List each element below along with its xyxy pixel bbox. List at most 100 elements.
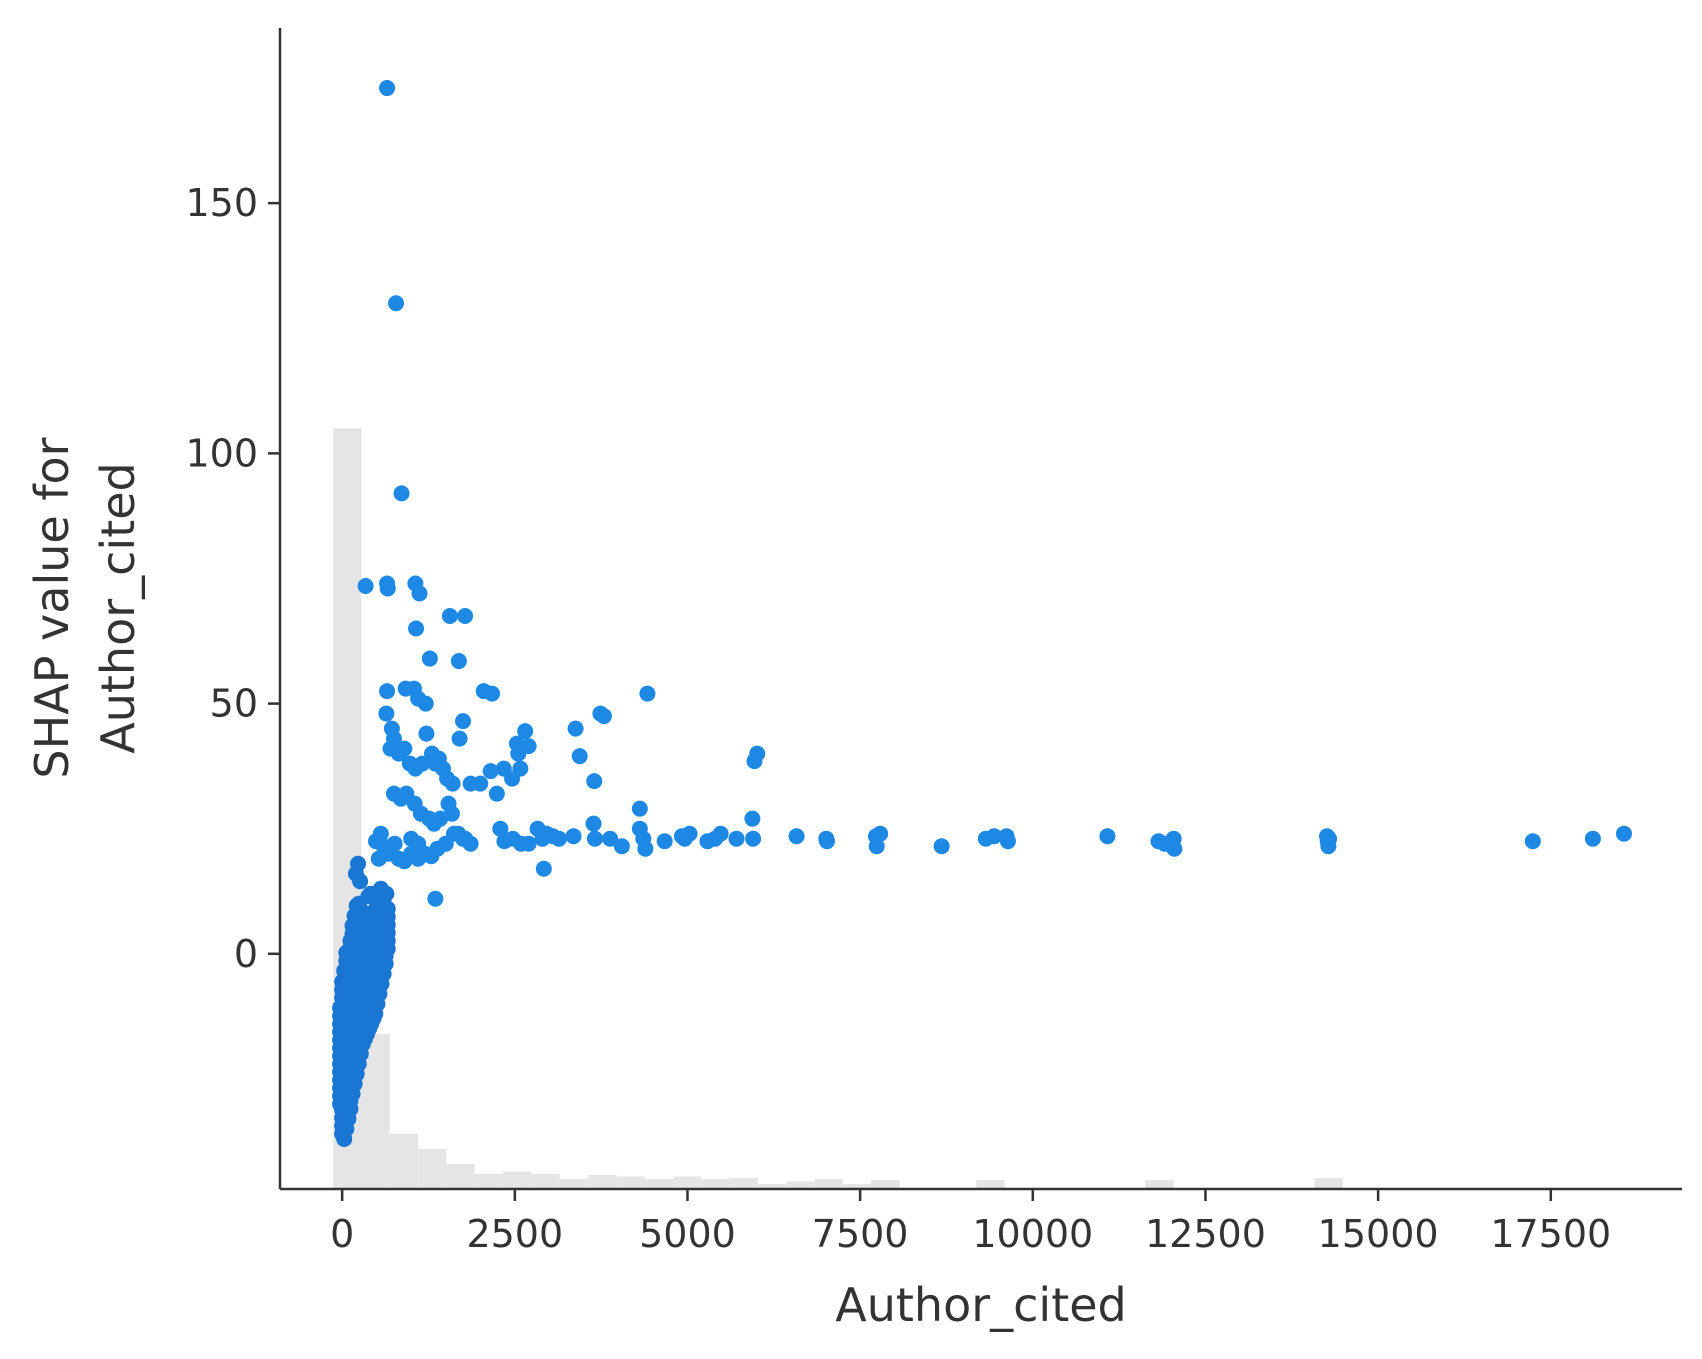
y-ticks: 0 50 100 150 <box>185 181 280 976</box>
y-tick-label: 100 <box>185 431 258 475</box>
data-point <box>379 580 396 597</box>
data-point <box>631 800 648 817</box>
data-point <box>482 763 499 780</box>
data-point <box>352 873 369 890</box>
axes <box>278 28 1682 1191</box>
x-axis-label: Author_cited <box>835 1278 1126 1332</box>
data-point <box>393 485 410 502</box>
data-point <box>455 713 472 730</box>
data-point <box>451 730 468 747</box>
histogram-bar <box>1314 1177 1343 1189</box>
data-point <box>613 838 630 855</box>
y-axis-label-group: SHAP value for Author_cited <box>25 437 145 778</box>
data-point <box>450 653 467 670</box>
histogram-bar <box>871 1179 900 1189</box>
data-point <box>788 828 805 845</box>
data-point <box>443 805 460 822</box>
data-point <box>512 760 529 777</box>
histogram-bar <box>842 1183 872 1189</box>
data-point <box>868 838 885 855</box>
data-point <box>379 80 396 97</box>
x-tick-label: 17500 <box>1490 1212 1611 1256</box>
x-tick-label: 10000 <box>972 1212 1093 1256</box>
data-point <box>379 683 396 700</box>
data-point <box>370 850 387 867</box>
data-point <box>571 748 588 765</box>
histogram <box>333 428 1343 1189</box>
histogram-bar <box>559 1178 589 1189</box>
data-point <box>933 838 950 855</box>
data-point <box>372 825 389 842</box>
data-point <box>357 577 374 594</box>
histogram-bar <box>786 1181 815 1189</box>
data-point <box>457 608 474 625</box>
data-point <box>1615 825 1632 842</box>
data-point <box>520 738 537 755</box>
data-point <box>444 775 461 792</box>
data-point <box>520 835 537 852</box>
data-point <box>396 740 413 757</box>
data-point <box>388 295 405 312</box>
x-tick-label: 2500 <box>466 1212 563 1256</box>
scatter-points <box>332 80 1632 1147</box>
data-point <box>378 885 395 902</box>
data-point <box>745 830 762 847</box>
data-point <box>378 705 395 722</box>
histogram-bar <box>729 1177 758 1189</box>
data-point <box>595 708 612 725</box>
data-point <box>602 830 619 847</box>
data-point <box>484 685 501 702</box>
data-point <box>986 828 1003 845</box>
x-tick-label: 0 <box>330 1212 354 1256</box>
x-tick-label: 15000 <box>1318 1212 1439 1256</box>
data-point <box>411 585 428 602</box>
data-point <box>586 830 603 847</box>
y-axis-label-line-2: Author_cited <box>91 462 145 753</box>
data-point <box>410 835 427 852</box>
histogram-bar <box>701 1178 730 1189</box>
data-point <box>565 828 582 845</box>
data-point <box>744 810 761 827</box>
data-point <box>586 773 603 790</box>
data-point <box>818 833 835 850</box>
data-point <box>999 833 1016 850</box>
data-point <box>872 825 889 842</box>
data-point <box>427 890 444 907</box>
y-tick-label: 50 <box>210 682 258 726</box>
data-point <box>417 695 434 712</box>
x-tick-label: 12500 <box>1145 1212 1266 1256</box>
data-point <box>1099 828 1116 845</box>
histogram-bar <box>644 1178 673 1189</box>
data-point <box>1524 833 1541 850</box>
data-point <box>656 833 673 850</box>
x-tick-label: 7500 <box>812 1212 909 1256</box>
data-point <box>535 860 552 877</box>
data-point <box>414 755 431 772</box>
data-point <box>712 825 729 842</box>
data-point <box>1321 830 1338 847</box>
data-point <box>360 888 377 905</box>
y-tick-label: 0 <box>234 932 258 976</box>
histogram-bar <box>588 1174 617 1189</box>
data-point <box>728 830 745 847</box>
histogram-bar <box>503 1171 532 1189</box>
histogram-bar <box>474 1173 504 1189</box>
x-ticks: 0 2500 5000 7500 10000 12500 15000 17500 <box>330 1189 1611 1256</box>
histogram-bar <box>418 1148 447 1189</box>
histogram-bar <box>976 1179 1005 1189</box>
histogram-bar <box>814 1178 843 1189</box>
data-point <box>386 835 403 852</box>
data-point <box>567 720 584 737</box>
histogram-bar <box>531 1173 560 1189</box>
data-point <box>492 820 509 837</box>
data-point <box>379 900 396 917</box>
data-point <box>551 830 568 847</box>
histogram-bar <box>446 1163 475 1189</box>
data-point <box>472 775 489 792</box>
data-point <box>749 745 766 762</box>
histogram-bar <box>1145 1179 1174 1189</box>
data-point <box>585 815 602 832</box>
data-point <box>681 825 698 842</box>
y-axis-label-line-1: SHAP value for <box>25 437 79 778</box>
